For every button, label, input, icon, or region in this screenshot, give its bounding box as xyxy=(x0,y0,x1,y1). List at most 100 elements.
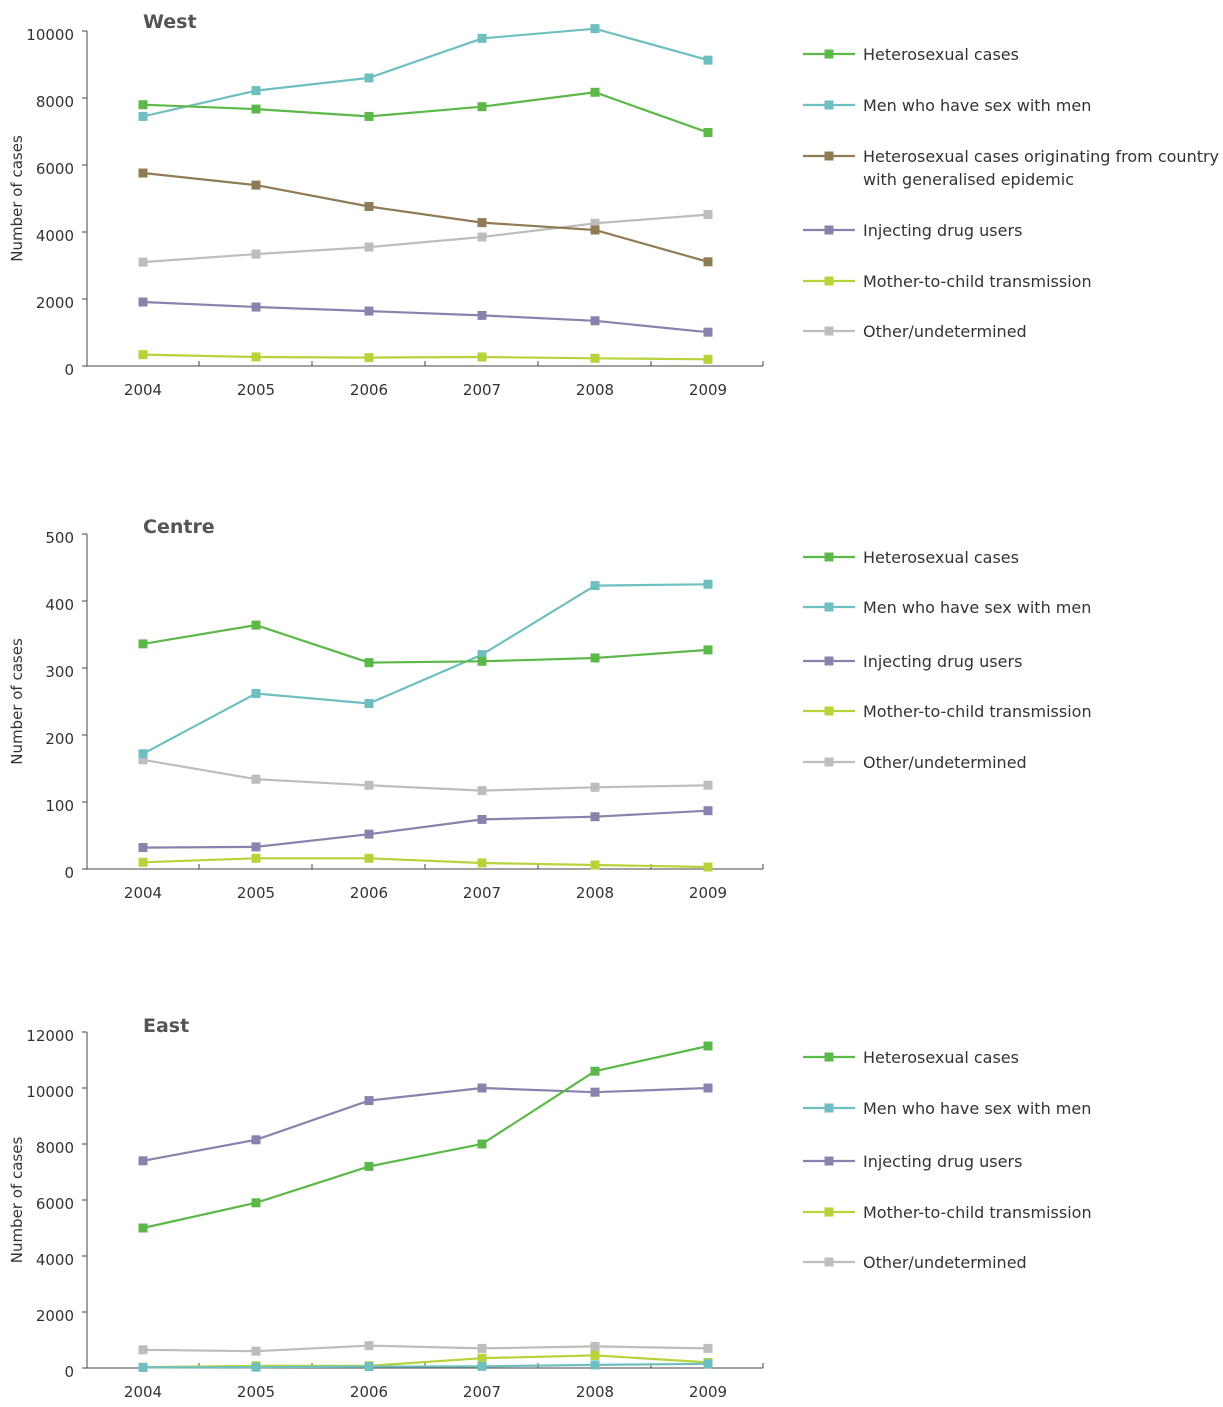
west-series-men-who-have-sex-with-men-point xyxy=(703,55,713,65)
centre-series-mother-to-child-transmission-point xyxy=(703,862,713,872)
centre-series-injecting-drug-users-point xyxy=(703,806,713,816)
centre-y-tick-label: 300 xyxy=(45,663,74,681)
centre-series-other-undetermined-point xyxy=(703,780,713,790)
centre-series-injecting-drug-users-point xyxy=(251,842,261,852)
east-legend-men-who-have-sex-with-men-marker xyxy=(824,1103,834,1113)
west-series-injecting-drug-users-point xyxy=(138,297,148,307)
west-series-heterosexual-cases-point xyxy=(477,102,487,112)
east-series-other-undetermined-point xyxy=(364,1341,374,1351)
west-series-injecting-drug-users-point xyxy=(590,316,600,326)
east-series-heterosexual-cases-line xyxy=(142,1044,709,1230)
west-legend-heterosexual-cases-originating-from-country-with-generalised-epidemic-label: with generalised epidemic xyxy=(863,170,1074,189)
centre-legend-injecting-drug-users-label: Injecting drug users xyxy=(863,652,1022,671)
centre-y-tick-label: 100 xyxy=(45,797,74,815)
west-y-tick-label: 6000 xyxy=(36,160,74,178)
west-series-men-who-have-sex-with-men-point xyxy=(477,33,487,43)
west-legend-heterosexual-cases-marker xyxy=(824,49,834,59)
east-series-heterosexual-cases-point xyxy=(590,1066,600,1076)
east-series-injecting-drug-users-point xyxy=(251,1135,261,1145)
east-series-heterosexual-cases-point xyxy=(477,1139,487,1149)
centre-series-mother-to-child-transmission-point xyxy=(251,853,261,863)
centre-series-other-undetermined-point xyxy=(477,786,487,796)
west-series-heterosexual-cases-originating-from-country-with-generalised-epidemic-point xyxy=(590,225,600,235)
east-series-heterosexual-cases-point xyxy=(703,1041,713,1051)
centre-y-tick-label: 500 xyxy=(45,529,74,547)
east-legend-heterosexual-cases-marker xyxy=(824,1052,834,1062)
east-y-tick-label: 8000 xyxy=(36,1139,74,1157)
west-series-heterosexual-cases-point xyxy=(703,128,713,138)
west-series-men-who-have-sex-with-men-point xyxy=(364,73,374,83)
east-y-tick-label: 6000 xyxy=(36,1195,74,1213)
west-legend-other-undetermined-marker xyxy=(824,326,834,336)
east-series-other-undetermined-point xyxy=(251,1346,261,1356)
west-series-other-undetermined-point xyxy=(251,249,261,259)
west-series-other-undetermined-line xyxy=(142,213,709,264)
west-series-mother-to-child-transmission-point xyxy=(364,353,374,363)
centre-series-men-who-have-sex-with-men-point xyxy=(590,581,600,591)
centre-series-men-who-have-sex-with-men-point xyxy=(477,650,487,660)
west-series-mother-to-child-transmission-point xyxy=(477,352,487,362)
west-series-mother-to-child-transmission-point xyxy=(590,353,600,363)
centre-y-tick-label: 0 xyxy=(64,864,74,882)
centre-y-tick-label: 400 xyxy=(45,596,74,614)
west-x-tick-label: 2006 xyxy=(350,381,388,399)
west-series-heterosexual-cases-point xyxy=(138,100,148,110)
east-series-mother-to-child-transmission-line xyxy=(142,1354,709,1369)
centre-x-tick-label: 2004 xyxy=(124,884,162,902)
centre-series-heterosexual-cases-line xyxy=(142,623,709,664)
east-title: East xyxy=(143,1015,189,1037)
east-series-men-who-have-sex-with-men-point xyxy=(703,1359,713,1369)
east-y-tick-label: 12000 xyxy=(26,1027,74,1045)
west-series-mother-to-child-transmission-line xyxy=(142,353,709,361)
west-series-mother-to-child-transmission-point xyxy=(703,354,713,364)
east-legend-heterosexual-cases-label: Heterosexual cases xyxy=(863,1048,1019,1067)
west-legend-injecting-drug-users-label: Injecting drug users xyxy=(863,221,1022,240)
east-x-tick-label: 2008 xyxy=(576,1383,614,1401)
east-series-heterosexual-cases-point xyxy=(251,1198,261,1208)
centre-y-tick-label: 200 xyxy=(45,730,74,748)
centre-legend-men-who-have-sex-with-men-marker xyxy=(824,602,834,612)
east-series-mother-to-child-transmission-point xyxy=(590,1350,600,1360)
west-series-men-who-have-sex-with-men-point xyxy=(138,111,148,121)
centre-x-tick-label: 2007 xyxy=(463,884,501,902)
west-series-heterosexual-cases-originating-from-country-with-generalised-epidemic-point xyxy=(477,218,487,228)
centre-title: Centre xyxy=(143,516,215,538)
east-series-injecting-drug-users-point xyxy=(364,1096,374,1106)
east-y-tick-label: 0 xyxy=(64,1363,74,1381)
centre-x-tick-label: 2009 xyxy=(689,884,727,902)
west-legend-heterosexual-cases-originating-from-country-with-generalised-epidemic-marker xyxy=(824,151,834,161)
centre-x-tick-label: 2006 xyxy=(350,884,388,902)
east-series-heterosexual-cases-point xyxy=(138,1223,148,1233)
east-series-injecting-drug-users-point xyxy=(703,1083,713,1093)
west-series-heterosexual-cases-point xyxy=(590,87,600,97)
centre-series-heterosexual-cases-point xyxy=(703,645,713,655)
east-x-tick-label: 2006 xyxy=(350,1383,388,1401)
east-series-mother-to-child-transmission-point xyxy=(477,1353,487,1363)
east-legend-mother-to-child-transmission-marker xyxy=(824,1207,834,1217)
centre-legend-mother-to-child-transmission-label: Mother-to-child transmission xyxy=(863,702,1092,721)
west-series-heterosexual-cases-originating-from-country-with-generalised-epidemic-point xyxy=(703,257,713,267)
west-legend-heterosexual-cases-originating-from-country-with-generalised-epidemic-label: Heterosexual cases originating from coun… xyxy=(863,147,1219,166)
centre-series-other-undetermined-line xyxy=(142,758,709,792)
east-series-men-who-have-sex-with-men-point xyxy=(138,1362,148,1372)
east-series-injecting-drug-users-line xyxy=(142,1086,709,1162)
centre-series-mother-to-child-transmission-point xyxy=(138,857,148,867)
east-legend-other-undetermined-marker xyxy=(824,1257,834,1267)
west-title: West xyxy=(143,11,197,33)
centre-series-heterosexual-cases-point xyxy=(364,658,374,668)
centre-series-other-undetermined-point xyxy=(251,774,261,784)
east-series-other-undetermined-point xyxy=(703,1343,713,1353)
west-x-tick-label: 2005 xyxy=(237,381,275,399)
centre-series-heterosexual-cases-point xyxy=(590,653,600,663)
west-series-heterosexual-cases-line xyxy=(142,91,709,134)
west-legend-mother-to-child-transmission-label: Mother-to-child transmission xyxy=(863,272,1092,291)
west-series-heterosexual-cases-point xyxy=(251,104,261,114)
west-series-heterosexual-cases-point xyxy=(364,111,374,121)
west-legend-other-undetermined-label: Other/undetermined xyxy=(863,322,1027,341)
west-series-heterosexual-cases-originating-from-country-with-generalised-epidemic-point xyxy=(364,202,374,212)
centre-series-men-who-have-sex-with-men-point xyxy=(251,688,261,698)
east-series-injecting-drug-users-point xyxy=(477,1083,487,1093)
east-x-tick-label: 2007 xyxy=(463,1383,501,1401)
centre-series-heterosexual-cases-point xyxy=(477,656,487,666)
